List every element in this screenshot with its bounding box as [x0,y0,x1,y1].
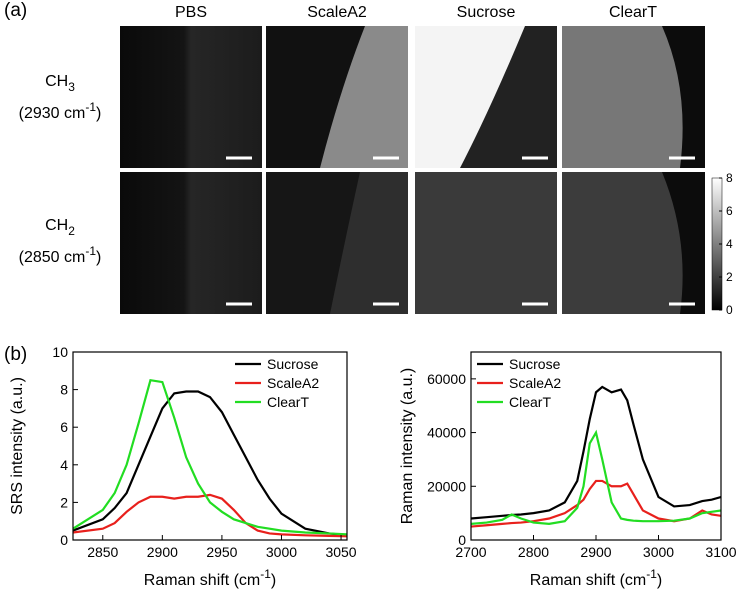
y-tick-label: 8 [60,382,68,398]
y-tick-label: 20000 [427,478,466,494]
row-sup: -1 [85,100,96,114]
legend-label: ClearT [267,394,309,410]
row-label: (2850 cm-1) [19,244,102,266]
panel-label: (a) [4,0,27,21]
column-title: Sucrose [457,4,516,21]
x-label-sup: -1 [646,567,657,581]
colorbar-tick-label: 8 [726,171,733,185]
plot-frame [72,351,348,541]
legend-label: Sucrose [509,356,561,372]
image-region [320,26,408,168]
row-sup: -1 [85,244,96,258]
x-label-text: Raman shift (cm [144,572,260,589]
data-line [471,429,721,525]
column-title: PBS [175,4,207,21]
x-axis-label: Raman shift (cm-1) [530,567,662,589]
colorbar-tick-label: 6 [726,204,733,218]
row-name: CH [45,217,68,234]
y-tick-label: 0 [60,532,68,548]
image [120,26,262,168]
x-label-end: ) [657,572,662,589]
image-region [662,172,705,314]
data-line [73,378,347,536]
panel-label: (b) [4,344,27,365]
y-tick-label: 40000 [427,425,466,441]
x-label-text: Raman shift (cm [530,572,646,589]
x-tick-label: 2800 [518,544,549,560]
data-line [471,385,721,520]
row-wavenumber: (2850 cm [19,249,86,266]
image-grid [120,26,723,314]
x-tick-label: 3050 [325,544,356,560]
y-tick-label: 4 [60,457,68,473]
x-tick-label: 2950 [206,544,237,560]
row-wavenumber: (2930 cm [19,105,86,122]
image-region [330,172,408,314]
row-end: ) [96,105,101,122]
x-label-sup: -1 [260,567,271,581]
colorbar-tick-label: 2 [726,270,733,284]
image [120,172,262,314]
x-tick-label: 3000 [266,544,297,560]
row-label: CH2 [45,217,75,238]
x-tick-label: 3000 [643,544,674,560]
y-axis-label: SRS intensity (a.u.) [9,377,26,515]
row-sub: 3 [68,80,75,94]
y-tick-label: 10 [52,344,68,360]
x-tick-label: 2900 [147,544,178,560]
row-end: ) [96,249,101,266]
column-title: ScaleA2 [307,4,367,21]
row-sub: 2 [68,224,75,238]
y-tick-label: 60000 [427,371,466,387]
y-axis-label: Raman intensity (a.u.) [399,368,416,525]
scale-bars [226,156,695,306]
x-tick-label: 3100 [705,544,736,560]
legend-label: ClearT [509,394,551,410]
legend-label: Sucrose [267,356,319,372]
legend-label: ScaleA2 [509,375,561,391]
x-tick-label: 2900 [580,544,611,560]
data-line [73,493,347,538]
image-region [662,26,705,168]
x-tick-label: 2700 [455,544,486,560]
x-axis-label: Raman shift (cm-1) [144,567,276,589]
y-tick-label: 0 [458,532,466,548]
x-tick-label: 2850 [87,544,118,560]
colorbar-tick-label: 0 [726,303,733,317]
colorbar-tick-label: 4 [726,237,733,251]
column-title: ClearT [609,4,657,21]
image-region [415,26,525,168]
row-name: CH [45,73,68,90]
y-tick-label: 2 [60,494,68,510]
legend-label: ScaleA2 [267,375,319,391]
x-label-end: ) [271,572,276,589]
y-tick-label: 6 [60,419,68,435]
image [415,172,557,314]
row-label: (2930 cm-1) [19,100,102,122]
data-line [73,390,347,537]
row-label: CH3 [45,73,75,94]
